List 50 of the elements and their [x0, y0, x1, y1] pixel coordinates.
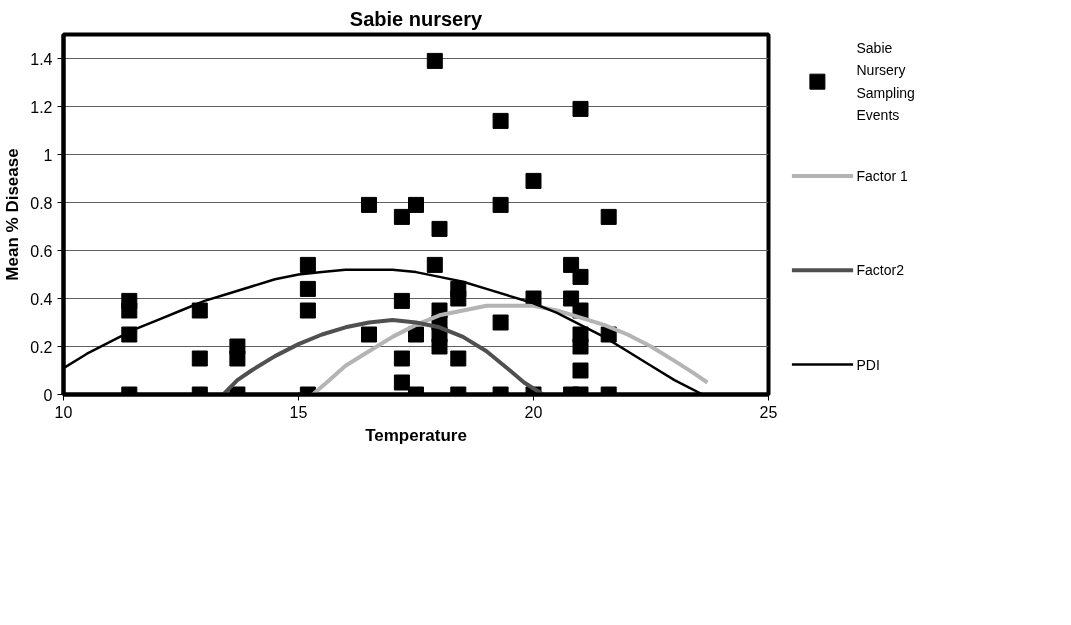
point [299, 256, 316, 273]
point [426, 52, 443, 69]
point [121, 302, 138, 319]
y-tick-label: 0.6 [30, 242, 53, 260]
point [393, 350, 410, 367]
x-tick-label: 15 [289, 403, 308, 421]
x-tick-label: 25 [759, 403, 778, 421]
y-tick-label: 0.2 [30, 338, 53, 356]
y-axis-title: Mean % Disease [3, 148, 23, 281]
point [361, 326, 377, 343]
point [431, 220, 448, 237]
point [191, 350, 208, 367]
point [299, 302, 316, 319]
point [229, 350, 246, 367]
point [492, 314, 509, 331]
legend-label: PDI [856, 356, 880, 373]
y-tick-label: 0.8 [30, 194, 53, 212]
point [408, 326, 424, 343]
point [572, 362, 589, 379]
y-tick-label: 1.4 [30, 50, 53, 68]
point [525, 172, 542, 189]
x-tick-label: 20 [524, 403, 543, 421]
point [191, 302, 208, 319]
x-axis-title: Temperature [365, 425, 467, 445]
x-tick-label: 10 [54, 403, 73, 421]
legend-label: Factor2 [856, 262, 905, 279]
point [492, 112, 509, 129]
point [572, 338, 589, 355]
chart-title: Sabie nursery [349, 7, 484, 30]
point [572, 100, 589, 117]
point [426, 256, 443, 273]
y-tick-label: 1 [43, 146, 53, 164]
point [408, 196, 424, 213]
legend-label: Sabie Nursery Sampling Events [856, 40, 915, 124]
point [431, 338, 448, 355]
y-tick-label: 0 [43, 386, 53, 404]
point [450, 350, 467, 367]
point [393, 208, 410, 225]
point [450, 290, 467, 307]
point [393, 292, 410, 309]
point [492, 196, 509, 213]
point [572, 268, 589, 285]
y-tick-label: 1.2 [30, 98, 53, 116]
point [361, 196, 377, 213]
point [393, 374, 410, 391]
legend-label: Factor 1 [856, 167, 909, 184]
point [299, 280, 316, 297]
y-tick-label: 0.4 [30, 290, 53, 308]
point [121, 326, 138, 343]
point [600, 208, 617, 225]
